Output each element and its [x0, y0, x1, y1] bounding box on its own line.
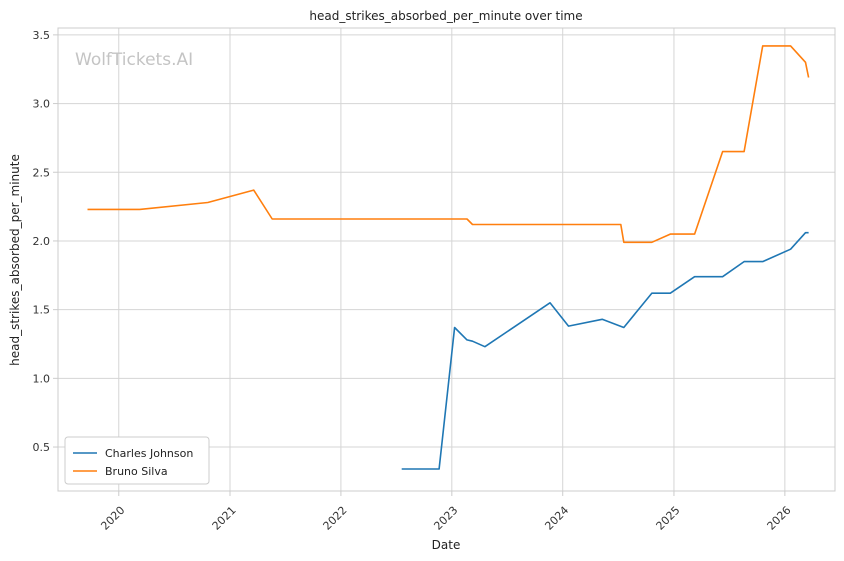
chart-title: head_strikes_absorbed_per_minute over ti…: [309, 9, 582, 23]
y-axis-title: head_strikes_absorbed_per_minute: [8, 154, 22, 366]
y-tick-label: 2.0: [33, 235, 51, 248]
y-tick-label: 1.5: [33, 304, 51, 317]
y-tick-label: 3.5: [33, 29, 51, 42]
legend-label-bruno-silva: Bruno Silva: [105, 465, 168, 478]
legend: Charles Johnson Bruno Silva: [64, 436, 210, 485]
plot-frame: [57, 27, 836, 492]
watermark: WolfTickets.AI: [75, 50, 193, 70]
series-lines: [87, 45, 810, 470]
y-tick-label: 1.0: [33, 372, 51, 385]
x-axis-title: Date: [432, 538, 461, 552]
grid: [58, 28, 835, 491]
y-tick-label: 0.5: [33, 441, 51, 454]
y-tick-label: 3.0: [33, 98, 51, 111]
legend-box: [64, 436, 210, 485]
y-tick-label: 2.5: [33, 166, 51, 179]
series-line-bruno-silva: [87, 45, 810, 244]
series-line-charles-johnson: [401, 231, 809, 470]
legend-label-charles-johnson: Charles Johnson: [105, 447, 193, 460]
